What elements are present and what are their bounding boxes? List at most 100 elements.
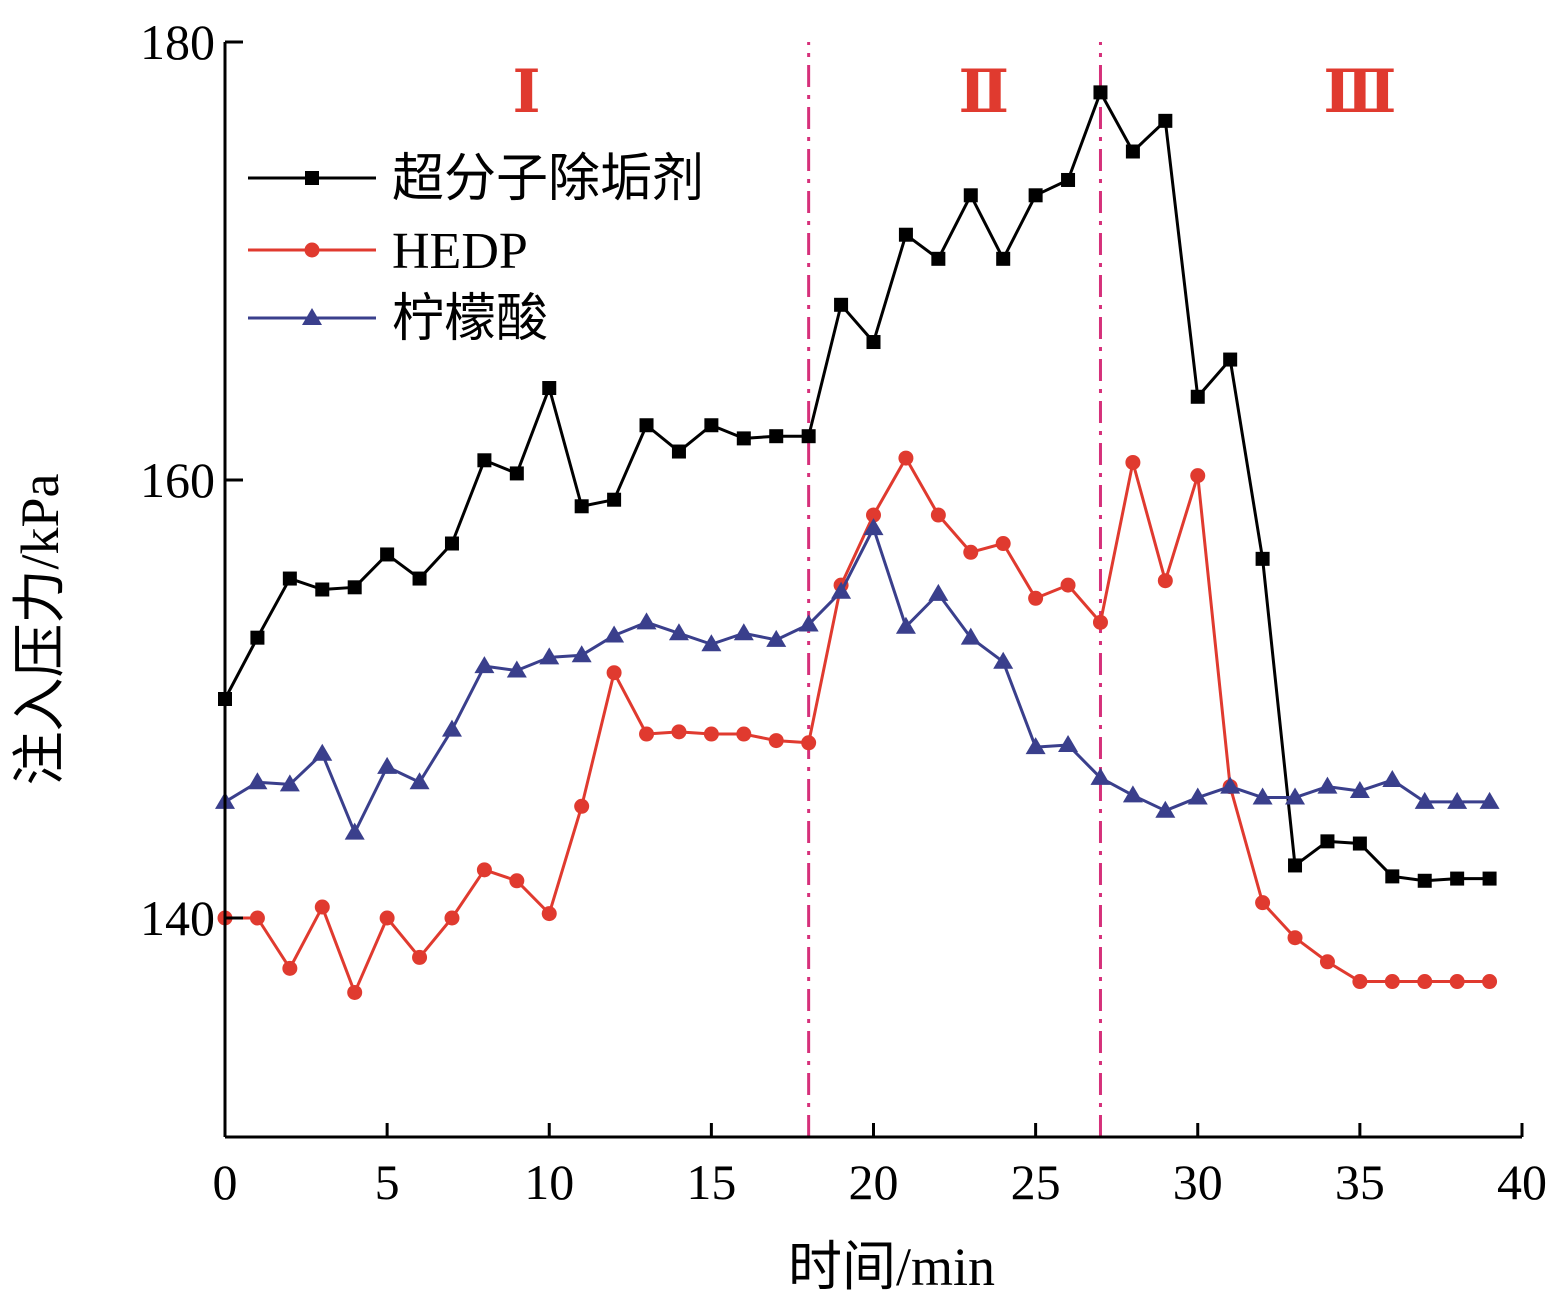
data-point (895, 616, 916, 634)
stage-dividers (807, 42, 1102, 1137)
data-point (1352, 974, 1368, 990)
data-point (377, 756, 398, 774)
data-point (1255, 551, 1270, 566)
data-point (249, 910, 265, 926)
data-point (347, 984, 363, 1000)
data-point (801, 735, 817, 751)
x-tick-label: 15 (686, 1154, 736, 1210)
data-point (1090, 767, 1111, 785)
data-point (639, 418, 654, 433)
data-point (1287, 930, 1303, 946)
data-point (282, 571, 297, 586)
data-point (1255, 895, 1271, 911)
data-point (636, 612, 657, 630)
data-point (282, 960, 298, 976)
data-point (831, 581, 852, 599)
data-point (1190, 389, 1205, 404)
data-point (1025, 737, 1046, 755)
data-point (1447, 791, 1468, 809)
data-point (574, 798, 590, 814)
data-point (1220, 776, 1241, 794)
data-point (1449, 974, 1465, 990)
data-point (1320, 834, 1335, 849)
x-tick-label: 35 (1335, 1154, 1385, 1210)
legend-label: 柠檬酸 (392, 291, 548, 348)
stage-label-3: Ⅲ (1323, 59, 1396, 125)
stage-label-1: Ⅰ (513, 59, 541, 125)
data-point (347, 580, 362, 595)
legend-marker (302, 308, 322, 325)
data-point (769, 429, 784, 444)
data-point (444, 536, 459, 551)
data-point (509, 466, 524, 481)
data-point (1382, 770, 1403, 788)
data-point (1384, 974, 1400, 990)
series-line (223, 90, 1490, 883)
data-point (571, 645, 592, 663)
data-point (768, 733, 784, 749)
data-point (344, 822, 365, 840)
data-point (928, 583, 949, 601)
legend-marker (305, 171, 319, 185)
data-point (604, 625, 625, 643)
data-point (1414, 791, 1435, 809)
data-point (315, 582, 330, 597)
series-3 (215, 518, 1500, 840)
data-point (834, 297, 849, 312)
data-point (574, 499, 589, 514)
data-point (380, 547, 395, 562)
data-point (441, 719, 462, 737)
data-point (1061, 172, 1076, 187)
data-point (1093, 85, 1108, 100)
series-group (215, 85, 1500, 1000)
data-point (1349, 780, 1370, 798)
data-point (539, 647, 560, 665)
data-point (801, 429, 816, 444)
data-point (639, 726, 655, 742)
data-point (1028, 590, 1044, 606)
legend-label: HEDP (392, 223, 528, 280)
data-point (1028, 188, 1043, 203)
data-point (1482, 871, 1497, 886)
data-point (1352, 836, 1367, 851)
data-point (866, 507, 881, 523)
x-tick-label: 10 (524, 1154, 574, 1210)
x-tick-label: 5 (375, 1154, 400, 1210)
data-point (541, 906, 557, 922)
data-point (736, 431, 751, 446)
legend: 超分子除垢剂 HEDP 柠檬酸 (248, 151, 704, 348)
data-point (733, 623, 754, 641)
axes: 0 5 10 15 20 25 30 35 40 140 160 180 (140, 14, 1547, 1210)
data-point (1092, 614, 1108, 630)
y-tick-label: 160 (140, 452, 215, 508)
data-point (1190, 468, 1206, 484)
data-point (509, 873, 525, 889)
data-point (701, 634, 722, 652)
x-tick-label: 40 (1497, 1154, 1547, 1210)
series-line (225, 456, 1490, 994)
data-point (506, 660, 527, 678)
data-point (606, 665, 622, 681)
data-point (898, 227, 913, 242)
data-point (542, 381, 557, 396)
data-point (668, 623, 689, 641)
data-point (1317, 776, 1338, 794)
x-axis-title: 时间/min (788, 1237, 995, 1297)
data-point (314, 899, 330, 915)
data-point (960, 627, 981, 645)
data-point (863, 518, 884, 536)
data-point (1450, 871, 1465, 886)
data-point (1158, 113, 1173, 128)
data-point (1125, 454, 1141, 470)
data-point (963, 544, 979, 560)
y-tick-label: 140 (140, 890, 215, 946)
data-point (1385, 869, 1400, 884)
data-point (931, 251, 946, 266)
data-point (898, 450, 914, 466)
data-point (671, 724, 687, 740)
data-point (474, 656, 495, 674)
data-point (798, 614, 819, 632)
data-point (312, 743, 333, 761)
data-point (1417, 974, 1433, 990)
